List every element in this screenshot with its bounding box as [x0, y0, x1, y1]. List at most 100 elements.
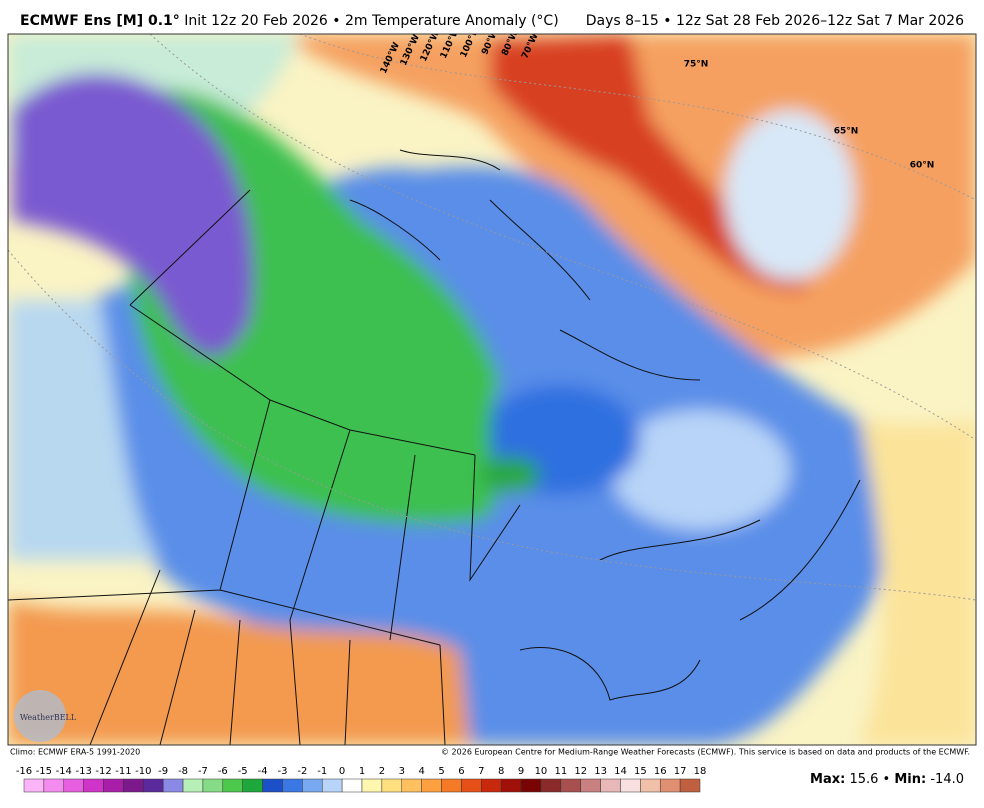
colorbar-tick-label: 7 — [478, 766, 484, 777]
colorbar-tick-label: -6 — [218, 766, 228, 777]
colorbar-tick-label: 18 — [694, 766, 707, 777]
latitude-labels: 75°N 65°N 60°N — [684, 60, 935, 171]
colorbar-tick-label: 8 — [498, 766, 504, 777]
colorbar-tick-label: 11 — [554, 766, 567, 777]
colorbar-segment — [620, 778, 641, 793]
max-label: Max: — [810, 772, 845, 787]
colorbar-segment — [381, 778, 403, 793]
valid-period: Days 8–15 • 12z Sat 28 Feb 2026–12z Sat … — [586, 13, 964, 29]
colorbar: -16 -15 -14 -13 -12 -11 -10 -9 -8 -7 -6 -5 -4 -3 -2 -1 0… — [16, 766, 707, 793]
colorbar-segment — [659, 778, 681, 793]
colorbar-segment — [43, 778, 65, 793]
colorbar-tick-label: -1 — [317, 766, 327, 777]
colorbar-tick-label: -3 — [277, 766, 287, 777]
map-frame — [7, 33, 977, 746]
colorbar-segment — [640, 778, 661, 793]
colorbar-segment — [441, 778, 462, 793]
latitude-label: 65°N — [834, 127, 859, 137]
colorbar-segment — [321, 778, 343, 793]
colorbar-tick-label: 15 — [634, 766, 647, 777]
min-label: Min: — [894, 772, 926, 787]
copyright: © 2026 European Centre for Medium-Range … — [441, 748, 970, 757]
logo-mark — [14, 690, 66, 742]
southwest-warm — [8, 600, 470, 745]
colorbar-segment — [63, 778, 84, 793]
colorbar-segment — [262, 778, 283, 793]
colorbar-tick-label: -10 — [135, 766, 151, 777]
colorbar-segment — [461, 778, 482, 793]
boundaries — [8, 149, 861, 745]
colorbar-segment — [202, 778, 224, 793]
colorbar-tick-label: -5 — [238, 766, 248, 777]
colorbar-segment — [162, 778, 184, 793]
logo: WeatherBELL — [20, 713, 77, 722]
colorbar-segment — [302, 778, 323, 793]
colorbar-tick-label: -14 — [56, 766, 72, 777]
colorbar-segment — [560, 778, 581, 793]
colorbar-segment — [282, 778, 303, 793]
min-value: -14.0 — [930, 772, 964, 787]
colorbar-tick-label: -15 — [36, 766, 52, 777]
colorbar-segment — [401, 778, 422, 793]
colorbar-segment — [520, 778, 542, 793]
colorbar-tick-label: 12 — [574, 766, 587, 777]
colorbar-segment — [421, 778, 442, 793]
colorbar-segment — [23, 778, 45, 793]
colorbar-tick-label: 3 — [399, 766, 405, 777]
hudson-green — [480, 457, 540, 493]
colorbar-tick-label: -12 — [95, 766, 111, 777]
title: ECMWF Ens [M] 0.1° Init 12z 20 Feb 2026 … — [20, 13, 559, 29]
colorbar-tick-label: -13 — [75, 766, 91, 777]
colorbar-segment — [679, 778, 701, 793]
colorbar-segment — [500, 778, 522, 793]
stats: Max: 15.6 • Min: -14.0 — [810, 772, 964, 787]
colorbar-segment — [580, 778, 601, 793]
colorbar-segment — [143, 778, 164, 793]
colorbar-tick-label: -9 — [158, 766, 168, 777]
colorbar-tick-label: 10 — [535, 766, 548, 777]
latitude-label: 75°N — [684, 60, 709, 70]
atlantic-warm — [860, 420, 976, 745]
colorbar-tick-label: 17 — [674, 766, 687, 777]
colorbar-segment — [481, 778, 502, 793]
colorbar-segment — [600, 778, 621, 793]
climo-note: Climo: ECMWF ERA-5 1991-2020 — [10, 748, 140, 757]
colorbar-segment — [540, 778, 562, 793]
colorbar-segment — [123, 778, 144, 793]
max-value: 15.6 — [849, 772, 878, 787]
colorbar-tick-label: -7 — [198, 766, 208, 777]
mild-cold-area — [610, 410, 790, 530]
separator: • — [883, 772, 891, 787]
very-cold-area — [12, 73, 254, 357]
map: 75°N65°N60°N 140°W130°W120°W110°W100°W90… — [8, 34, 976, 745]
colorbar-tick-label: 5 — [438, 766, 444, 777]
title-model: ECMWF Ens [M] 0.1° — [20, 13, 180, 29]
colorbar-segment — [182, 778, 204, 793]
colorbar-tick-label: -11 — [115, 766, 131, 777]
colorbar-tick-label: 6 — [458, 766, 464, 777]
graticule — [8, 34, 976, 601]
colorbar-tick-label: 2 — [379, 766, 385, 777]
colorbar-tick-label: -8 — [178, 766, 188, 777]
colorbar-tick-label: 1 — [359, 766, 365, 777]
colorbar-tick-label: -16 — [16, 766, 32, 777]
colorbar-tick-label: 16 — [654, 766, 667, 777]
colorbar-tick-label: 13 — [594, 766, 607, 777]
pacific-cool — [8, 300, 160, 560]
colorbar-segment — [242, 778, 263, 793]
colorbar-tick-label: 14 — [614, 766, 627, 777]
title-desc: Init 12z 20 Feb 2026 • 2m Temperature An… — [184, 13, 558, 29]
colorbar-tick-label: 9 — [518, 766, 524, 777]
greenland-ice — [725, 110, 855, 280]
colorbar-segment — [361, 778, 383, 793]
anomaly-field — [8, 34, 976, 745]
colorbar-segment — [222, 778, 243, 793]
latitude-label: 60°N — [910, 161, 935, 171]
colorbar-tick-label: -4 — [258, 766, 268, 777]
colorbar-tick-label: 4 — [418, 766, 424, 777]
colorbar-segment — [341, 778, 363, 793]
colorbar-tick-label: 0 — [339, 766, 345, 777]
colorbar-tick-label: -2 — [297, 766, 307, 777]
colorbar-segment — [103, 778, 124, 793]
